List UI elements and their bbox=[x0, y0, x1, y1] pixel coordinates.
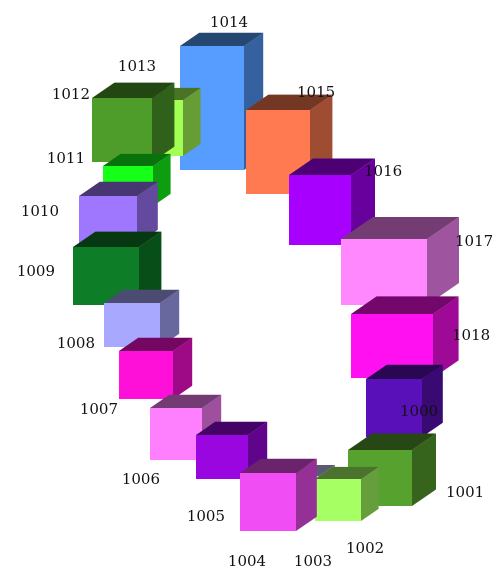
block-label: 1001 bbox=[446, 483, 484, 501]
block-front-face bbox=[351, 314, 433, 378]
block-front-face bbox=[150, 408, 202, 460]
block-label: 1011 bbox=[47, 149, 85, 167]
block-top-face bbox=[103, 153, 171, 166]
block-side-face bbox=[183, 87, 201, 156]
block-label: 1009 bbox=[17, 262, 55, 280]
block-front-face bbox=[366, 379, 422, 437]
block-top-face bbox=[348, 433, 436, 450]
block-1007 bbox=[119, 337, 193, 399]
block-side-face bbox=[160, 289, 180, 347]
block-top-face bbox=[73, 231, 162, 247]
block-side-face bbox=[137, 181, 158, 244]
block-front-face bbox=[104, 303, 160, 347]
block-side-face bbox=[152, 82, 175, 162]
block-side-face bbox=[296, 458, 317, 531]
block-top-face bbox=[119, 337, 193, 351]
block-1002 bbox=[315, 466, 379, 521]
block-front-face bbox=[92, 98, 152, 162]
block-top-face bbox=[351, 296, 459, 314]
block-top-face bbox=[341, 217, 459, 239]
block-label: 1004 bbox=[228, 552, 266, 569]
block-label: 1013 bbox=[118, 57, 156, 75]
block-label: 1007 bbox=[80, 400, 118, 418]
block-label: 1005 bbox=[187, 507, 225, 525]
block-label: 1002 bbox=[346, 539, 384, 557]
block-front-face bbox=[196, 435, 248, 479]
block-front-face bbox=[119, 351, 173, 399]
block-top-face bbox=[150, 394, 222, 408]
block-front-face bbox=[240, 473, 296, 531]
block-top-face bbox=[180, 32, 264, 46]
block-label: 1017 bbox=[455, 232, 493, 250]
block-side-face bbox=[412, 433, 436, 506]
block-1000 bbox=[366, 364, 443, 437]
block-label: 1008 bbox=[57, 334, 95, 352]
block-top-face bbox=[240, 458, 317, 473]
block-side-face bbox=[361, 466, 379, 521]
block-side-face bbox=[173, 337, 193, 399]
block-label: 1012 bbox=[52, 85, 90, 103]
block-top-face bbox=[104, 289, 180, 303]
block-label: 1016 bbox=[364, 162, 402, 180]
block-1017 bbox=[341, 217, 459, 305]
block-top-face bbox=[92, 82, 175, 98]
block-top-face bbox=[366, 364, 443, 379]
block-label: 1015 bbox=[297, 83, 335, 101]
block-label: 1018 bbox=[452, 326, 490, 344]
block-side-face bbox=[139, 231, 162, 305]
block-side-face bbox=[427, 217, 459, 305]
block-top-face bbox=[289, 158, 375, 175]
block-label: 1000 bbox=[400, 402, 438, 420]
block-1018 bbox=[351, 296, 459, 378]
block-label: 1006 bbox=[122, 470, 160, 488]
block-front-face bbox=[315, 479, 361, 521]
block-1004 bbox=[240, 458, 317, 531]
block-front-face bbox=[289, 175, 351, 245]
block-top-face bbox=[79, 181, 158, 196]
block-side-face bbox=[422, 364, 443, 437]
block-label: 1014 bbox=[210, 13, 248, 31]
blocks-layer bbox=[73, 32, 459, 531]
block-top-face bbox=[315, 466, 379, 479]
block-1012 bbox=[92, 82, 175, 162]
block-top-face bbox=[196, 421, 268, 435]
block-label: 1010 bbox=[21, 202, 59, 220]
block-label: 1003 bbox=[294, 552, 332, 569]
block-front-face bbox=[341, 239, 427, 305]
block-top-face bbox=[246, 94, 333, 110]
block-1008 bbox=[104, 289, 180, 347]
block-side-face bbox=[433, 296, 459, 378]
